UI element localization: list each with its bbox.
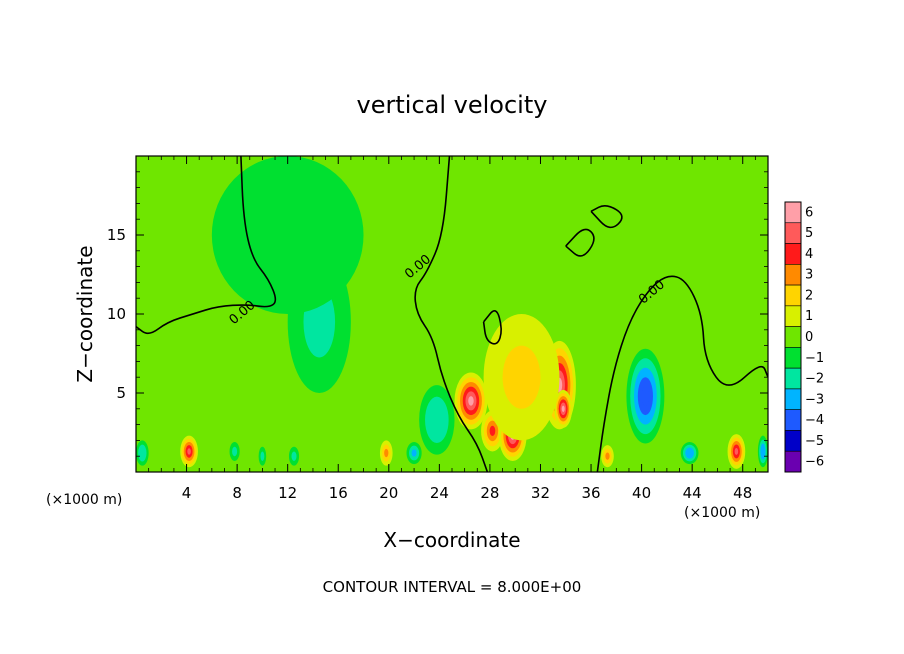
colorbar-cell xyxy=(784,243,802,265)
field-feature xyxy=(211,156,364,314)
x-tick-label: 8 xyxy=(232,484,242,502)
colorbar-label: 1 xyxy=(805,309,813,324)
contour-line xyxy=(136,156,277,335)
colorbar-frame xyxy=(784,201,802,473)
colorbar-label: 0 xyxy=(805,330,813,345)
colorbar-label: −4 xyxy=(805,413,824,428)
field-contour-band xyxy=(260,451,265,461)
x-tick-label: 32 xyxy=(531,484,550,502)
field-feature xyxy=(601,445,614,468)
colorbar-label: −6 xyxy=(805,455,824,470)
field-feature xyxy=(406,441,422,465)
y-tick-label: 5 xyxy=(116,384,126,402)
colorbar-label: −2 xyxy=(805,372,824,387)
field-contour-band xyxy=(761,447,765,456)
colorbar-label: −5 xyxy=(805,434,824,449)
colorbar-cell xyxy=(784,222,802,244)
x-tick-label: 48 xyxy=(733,484,752,502)
field-feature xyxy=(419,385,455,455)
colorbar-cell xyxy=(784,367,802,390)
field-contour-band xyxy=(384,448,389,458)
colorbar-label: 3 xyxy=(805,268,813,283)
field-feature xyxy=(626,348,665,444)
field-feature xyxy=(483,314,560,441)
colorbar-label: 2 xyxy=(805,288,813,303)
field-contour-band xyxy=(468,396,474,406)
x-tick-label: 40 xyxy=(632,484,651,502)
field-feature xyxy=(680,441,699,465)
field-contour-band xyxy=(232,446,238,457)
x-tick-label: 4 xyxy=(182,484,192,502)
contour-line xyxy=(414,156,489,472)
colorbar-cell xyxy=(784,201,802,224)
y-tick-label: 15 xyxy=(107,226,126,244)
colorbar: 6 5 4 3 2 1 0 −1 −2 −3 −4 −5 −6 xyxy=(784,201,824,473)
field-contour-band xyxy=(734,447,739,455)
x-tick-label: 44 xyxy=(683,484,702,502)
colorbar-cell xyxy=(784,264,802,286)
chart-title: vertical velocity xyxy=(357,91,548,119)
field-contour-band xyxy=(641,386,650,406)
contour-line xyxy=(482,310,502,345)
field-feature xyxy=(258,446,267,466)
colorbar-label: 4 xyxy=(805,247,813,262)
colorbar-label: −3 xyxy=(805,392,824,407)
field-contour-band xyxy=(411,449,417,457)
x-tick-label: 36 xyxy=(581,484,600,502)
colorbar-label: 5 xyxy=(805,226,813,241)
y-tick-label: 10 xyxy=(107,305,126,323)
field-feature xyxy=(454,372,488,430)
field-contour-band xyxy=(502,345,541,409)
field-feature xyxy=(180,435,198,468)
colorbar-label: 6 xyxy=(805,205,813,220)
contour-line xyxy=(596,275,768,472)
x-tick-label: 20 xyxy=(379,484,398,502)
x-axis-ticks: 4 8 12 16 20 24 28 32 36 40 44 48 xyxy=(148,156,756,502)
field-feature xyxy=(229,441,240,461)
field-feature xyxy=(554,389,573,428)
contour-interval-footnote: CONTOUR INTERVAL = 8.000E+00 xyxy=(323,578,582,596)
colorbar-cell xyxy=(784,450,802,473)
colorbar-cell xyxy=(784,284,802,307)
colorbar-cell xyxy=(784,388,802,410)
field-feature xyxy=(757,435,768,468)
field-feature xyxy=(727,434,746,469)
field-contour-band xyxy=(430,408,443,432)
field-feature xyxy=(379,440,393,466)
colorbar-cell xyxy=(784,305,802,327)
colorbar-cell xyxy=(784,347,802,369)
x-unit-label-right: (×1000 m) xyxy=(684,505,760,521)
field-contour-band xyxy=(291,451,297,461)
colorbar-cell xyxy=(784,430,802,452)
colorbar-cell xyxy=(784,409,802,431)
plot-area: 0.000.000.00 xyxy=(135,155,769,473)
field-contour-band xyxy=(140,448,145,458)
x-tick-label: 24 xyxy=(430,484,449,502)
field-contour-band xyxy=(687,450,692,456)
x-tick-label: 16 xyxy=(329,484,348,502)
field-feature xyxy=(288,446,300,466)
field-contour-band xyxy=(489,425,496,437)
contour-line xyxy=(590,205,623,229)
y-axis-ticks: 5 10 15 xyxy=(107,171,768,457)
field-contour-band xyxy=(211,156,364,314)
field-feature xyxy=(136,440,149,466)
y-axis-label: Z−coordinate xyxy=(73,245,97,382)
field-contour-band xyxy=(605,452,610,460)
colorbar-label: −1 xyxy=(805,351,824,366)
x-tick-label: 28 xyxy=(480,484,499,502)
field-features xyxy=(136,156,768,469)
x-axis-label: X−coordinate xyxy=(383,528,520,552)
field-contour-band xyxy=(561,405,565,412)
colorbar-cell xyxy=(784,326,802,348)
contour-line xyxy=(565,228,595,257)
x-tick-label: 12 xyxy=(278,484,297,502)
x-unit-label-left: (×1000 m) xyxy=(46,492,122,508)
field-contour-band xyxy=(187,448,191,455)
